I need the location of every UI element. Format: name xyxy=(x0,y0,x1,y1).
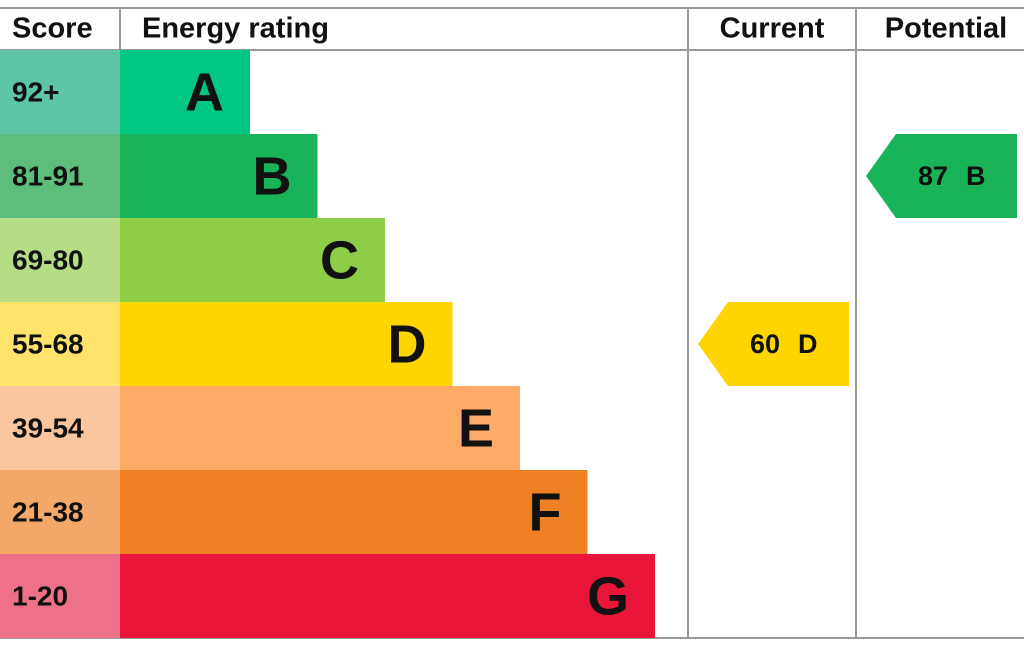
score-label: 92+ xyxy=(12,76,60,107)
score-label: 55-68 xyxy=(12,328,84,359)
rating-bar xyxy=(120,302,453,386)
score-cell xyxy=(0,386,120,470)
score-cell xyxy=(0,218,120,302)
rating-letter: D xyxy=(388,314,427,374)
rating-bar xyxy=(120,134,318,218)
score-cell xyxy=(0,554,120,638)
score-label: 1-20 xyxy=(12,580,68,611)
rating-bar xyxy=(120,50,250,134)
rating-bar xyxy=(120,218,385,302)
score-cell xyxy=(0,302,120,386)
score-cell xyxy=(0,470,120,554)
rating-letter: A xyxy=(185,62,224,122)
score-cell xyxy=(0,134,120,218)
current-value: 60 xyxy=(750,329,780,359)
rating-bar xyxy=(120,386,520,470)
header-current: Current xyxy=(720,13,825,45)
score-label: 69-80 xyxy=(12,244,84,275)
score-label: 21-38 xyxy=(12,496,84,527)
rating-letter: C xyxy=(320,230,359,290)
potential-arrow xyxy=(866,134,1017,218)
rating-letter: G xyxy=(587,566,629,626)
potential-letter: B xyxy=(966,161,986,191)
current-arrow xyxy=(698,302,849,386)
header-score: Score xyxy=(12,13,93,45)
score-cell xyxy=(0,50,120,134)
score-label: 81-91 xyxy=(12,160,84,191)
rating-letter: F xyxy=(529,482,562,542)
rating-letter: E xyxy=(458,398,494,458)
current-letter: D xyxy=(798,329,818,359)
score-label: 39-54 xyxy=(12,412,84,443)
rating-bar xyxy=(120,554,655,638)
header-rating: Energy rating xyxy=(142,13,329,45)
rating-letter: B xyxy=(253,146,292,206)
rating-bar xyxy=(120,470,588,554)
potential-value: 87 xyxy=(918,161,948,191)
header-potential: Potential xyxy=(885,13,1007,45)
